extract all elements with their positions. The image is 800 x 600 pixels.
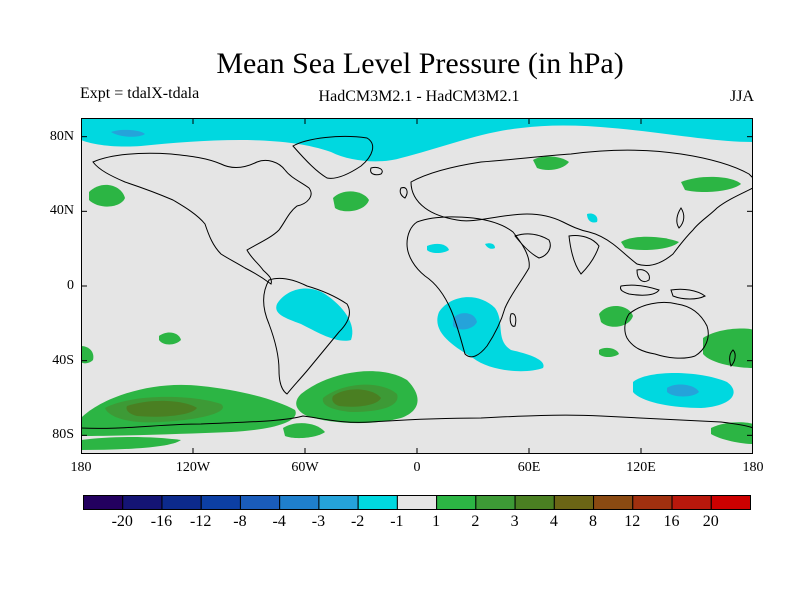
indian-ocean-positive — [599, 305, 633, 327]
colorbar-box — [436, 495, 477, 510]
lat-tick-label: 40S — [52, 352, 74, 368]
colorbar-box — [279, 495, 320, 510]
uk-coast — [399, 187, 408, 199]
colorbar-label: 1 — [432, 513, 441, 530]
lon-tick-label: 180 — [70, 460, 92, 475]
model-label: HadCM3M2.1 - HadCM3M2.1 — [318, 88, 520, 105]
greenland-coast — [292, 135, 374, 179]
colorbar-box — [475, 495, 516, 510]
south-pacific-positive — [159, 332, 181, 345]
africa-coast — [406, 216, 530, 358]
lat-tick-label: 0 — [67, 278, 74, 293]
colorbar-box — [632, 495, 673, 510]
lon-tick-label: 60W — [291, 460, 319, 475]
colorbar-label: 12 — [624, 513, 641, 530]
colorbar-box — [122, 495, 163, 510]
colorbar-label: 8 — [589, 513, 598, 530]
southern-ocean-core-east — [332, 389, 381, 407]
colorbar-box — [357, 495, 398, 510]
bass-strait-positive — [604, 349, 614, 357]
lat-tick-label: 80N — [49, 128, 74, 144]
coastlines — [81, 135, 753, 429]
colorbar-label: -1 — [390, 513, 404, 530]
lat-tick-label: 40N — [49, 203, 74, 219]
colorbar-label: -20 — [111, 513, 133, 530]
lon-tick-label: 180 — [742, 460, 764, 475]
colorbar-label: -3 — [311, 513, 326, 530]
page-title: Mean Sea Level Pressure (in hPa) — [216, 47, 624, 80]
colorbar-label: -8 — [233, 513, 247, 530]
eurasia-coast — [410, 149, 753, 267]
colorbar-label: -12 — [190, 513, 212, 530]
colorbar-label: -16 — [150, 513, 173, 530]
indonesia-coast — [620, 284, 660, 296]
arctic-inner-negative — [111, 129, 145, 137]
axis-ticks — [81, 118, 753, 454]
pressure-anomaly-fields — [81, 118, 753, 450]
colorbar-box — [671, 495, 712, 510]
southern-ocean-core-west — [126, 400, 197, 417]
north-america-coast — [92, 152, 312, 285]
southern-africa-inner-negative — [453, 313, 477, 330]
colorbar-box — [200, 495, 241, 510]
iceland-coast — [370, 167, 383, 176]
colorbar-box — [161, 495, 202, 510]
mediterranean-negative — [427, 243, 449, 253]
lat-tick-label: 80S — [52, 427, 74, 443]
tasman-positive — [703, 328, 753, 368]
colorbar-box — [553, 495, 595, 510]
arabia-coast — [514, 233, 551, 259]
borneo-coast — [636, 269, 650, 283]
lon-tick-label: 120W — [175, 460, 211, 475]
colorbar-box — [514, 495, 555, 510]
lon-tick-label: 120E — [626, 460, 656, 475]
japan-coast — [676, 207, 685, 229]
south-indian-inner-negative — [667, 384, 699, 397]
far-west-positive — [81, 346, 94, 364]
season-label: JJA — [729, 88, 754, 105]
colorbar-label: 16 — [663, 513, 680, 530]
india-ocean-negative — [485, 243, 495, 249]
antarctic-positive-2 — [81, 437, 181, 450]
lon-tick-label: 0 — [413, 460, 421, 475]
antarctic-positive-1 — [283, 423, 325, 439]
colorbar-box — [83, 495, 124, 510]
antarctic-positive-3 — [711, 422, 753, 444]
antarctica-coast — [81, 414, 753, 429]
pressure-map — [81, 118, 753, 454]
colorbar-label: -2 — [350, 513, 365, 530]
north-atlantic-positive — [333, 191, 369, 212]
arabia-negative — [587, 213, 598, 223]
barents-positive — [533, 156, 569, 170]
colorbar-label: 3 — [510, 513, 519, 530]
colorbar-label: 4 — [549, 513, 558, 530]
colorbar-box — [239, 495, 281, 510]
australia-coast — [624, 301, 709, 359]
colorbar-box — [593, 495, 634, 510]
lon-tick-label: 60E — [517, 460, 541, 475]
colorbar-box — [318, 495, 359, 510]
south-america-negative — [276, 288, 353, 341]
colorbar-box — [396, 495, 438, 510]
madagascar-coast — [509, 313, 517, 327]
nw-pacific-positive — [681, 176, 741, 192]
experiment-label: Expt = tdalX-tdala — [80, 85, 200, 102]
india-coast — [568, 235, 600, 275]
new-zealand-coast — [729, 349, 736, 367]
colorbar-label: -4 — [272, 513, 286, 530]
east-asia-positive — [621, 236, 679, 250]
colorbar — [83, 495, 752, 510]
colorbar-box — [710, 495, 752, 510]
colorbar-boxes — [83, 495, 752, 510]
south-america-coast — [263, 277, 350, 395]
new-guinea-coast — [670, 288, 706, 300]
north-pacific-positive — [89, 184, 125, 207]
colorbar-label: 20 — [702, 513, 719, 530]
arctic-negative-anomaly — [81, 118, 753, 162]
colorbar-label: 2 — [471, 513, 480, 530]
